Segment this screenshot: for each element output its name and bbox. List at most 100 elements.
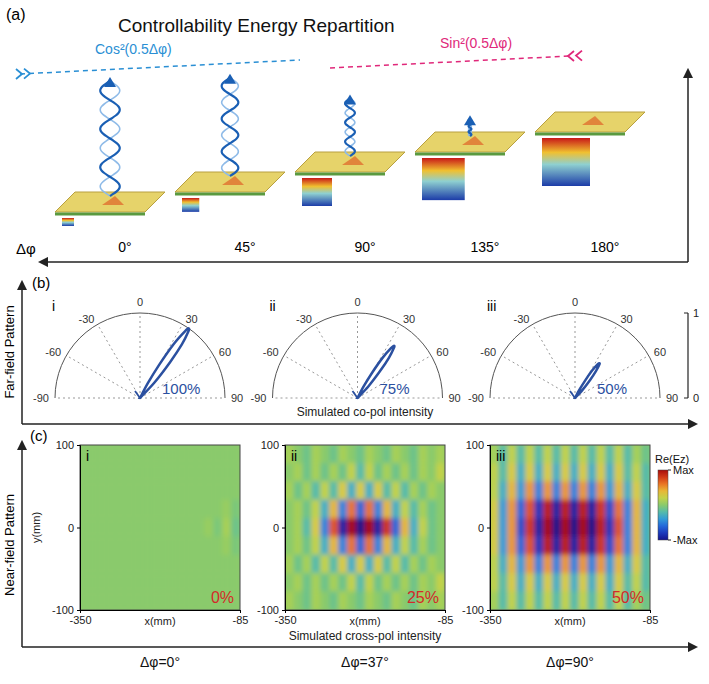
cell [623,537,632,555]
cell [222,500,231,518]
beam-head [344,95,356,105]
cell [213,537,222,555]
tick-mark [77,528,80,529]
plate-edge [295,173,385,176]
cell [534,463,543,481]
cell [534,445,543,463]
polar-chart: -90-60-30030609075% [251,296,461,404]
beam-head [104,77,116,87]
cell [641,555,650,573]
cell [614,555,623,573]
cell [517,592,526,610]
tick: -85 [438,610,454,626]
cell [107,500,116,518]
cell [187,592,196,610]
plate [535,112,645,132]
cell [597,592,606,610]
cell [303,445,312,463]
cell [89,445,98,463]
cell [517,482,526,500]
cell [329,555,338,573]
tick-label: 0 [68,522,74,534]
cell [213,555,222,573]
cell [294,518,303,536]
cell [517,445,526,463]
cell [490,573,499,591]
cell [418,500,427,518]
cell [517,555,526,573]
y-axis: -1000100 [52,439,81,616]
plate-pattern [102,196,124,205]
beam-head [464,115,476,125]
cell [107,482,116,500]
cell [356,482,365,500]
cell [614,463,623,481]
cell [552,445,561,463]
cell [187,537,196,555]
cell [356,463,365,481]
chevron [16,69,22,79]
cell [552,482,561,500]
tick-mark [285,610,286,613]
cell [124,482,133,500]
cell [543,500,552,518]
tick-label: 0 [572,296,578,308]
cell [383,500,392,518]
panel-label: iii [496,448,505,464]
cell [107,573,116,591]
cell [356,573,365,591]
cross-pol-patch [182,198,199,212]
cell [632,463,641,481]
cell [526,500,535,518]
cell [231,482,240,500]
cell [142,518,151,536]
cell [80,573,89,591]
cell [169,500,178,518]
cell [606,537,615,555]
cells [285,445,445,610]
cell [552,500,561,518]
tick-label: 100 [466,439,484,451]
cell [588,537,597,555]
tick-label: -30 [79,313,95,325]
annotation: 100% [162,380,200,397]
cell [89,463,98,481]
plate-edge [415,153,505,156]
cell [80,482,89,500]
cell [623,518,632,536]
tick-mark [490,610,491,613]
cell [508,537,517,555]
tick-label: 0° [118,239,131,255]
cell [570,463,579,481]
axis-line [491,611,651,614]
beam-head [224,74,236,84]
tick-label: 30 [186,313,198,325]
cell [196,537,205,555]
cell [312,463,321,481]
cell [632,555,641,573]
cell [285,500,294,518]
cell [499,537,508,555]
cell [169,555,178,573]
cell [606,482,615,500]
cell [338,518,347,536]
cell [124,463,133,481]
axis-line [81,611,241,614]
cell [294,463,303,481]
cell [517,518,526,536]
cell [160,573,169,591]
cell [392,518,401,536]
axis-arrow [40,261,688,263]
panel-a: (a)Controllability Energy RepartitionCos… [6,6,688,262]
cell [347,482,356,500]
cell [543,537,552,555]
cell [499,518,508,536]
cell [401,555,410,573]
cross-pol-patch [302,178,332,206]
colorbar [658,470,668,540]
cell [98,518,107,536]
cell [98,555,107,573]
cell [124,592,133,610]
cell [80,463,89,481]
cell [526,592,535,610]
